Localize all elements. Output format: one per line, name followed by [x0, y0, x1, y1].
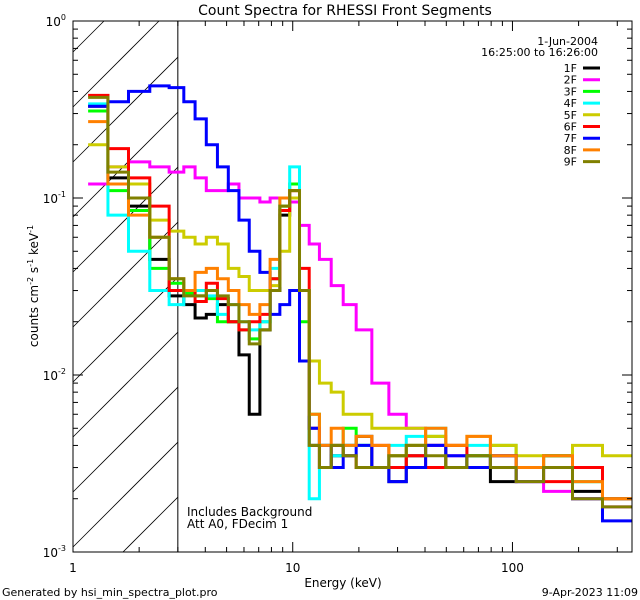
series-4F [88, 102, 632, 501]
x-tick-label: 100 [501, 561, 524, 575]
x-tick-label: 1 [69, 561, 77, 575]
y-tick-label: 10-1 [43, 190, 66, 206]
y-tick-label: 10-3 [43, 544, 66, 560]
footer-timestamp: 9-Apr-2023 11:09 [542, 586, 638, 599]
y-tick-label: 100 [46, 13, 66, 29]
legend-time-range: 16:25:00 to 16:26:00 [481, 46, 598, 59]
legend-label: 8F [564, 144, 577, 157]
y-axis-label-part: -1 [26, 225, 35, 233]
legend-label: 2F [564, 74, 577, 87]
hatch-line [72, 111, 179, 218]
axis-ticks [72, 21, 632, 553]
annotation-attenuator: Att A0, FDecim 1 [187, 517, 288, 531]
y-axis-label-part: -1 [26, 259, 35, 267]
hatch-line [72, 20, 160, 108]
x-tick-label: 10 [285, 561, 300, 575]
hatch-line [72, 441, 179, 548]
hatch-line [72, 166, 179, 273]
plot-frame [72, 20, 633, 553]
series-7F [88, 84, 632, 523]
series-9F [88, 95, 632, 509]
legend-label: 5F [564, 109, 577, 122]
series-8F [88, 120, 632, 501]
hatch-line [72, 276, 179, 383]
legend-label: 4F [564, 97, 577, 110]
y-axis-label-part: -2 [26, 277, 35, 285]
hatch-line [72, 20, 105, 53]
y-axis-label: counts cm-2 s-1 keV-1 [26, 225, 41, 347]
legend-date: 1-Jun-2004 [537, 35, 598, 48]
x-axis-label: Energy (keV) [304, 576, 381, 590]
hatch-line [72, 386, 179, 493]
chart-title: Count Spectra for RHESSI Front Segments [198, 3, 492, 19]
y-tick-label: 10-2 [43, 367, 66, 383]
y-axis-label-part: s [27, 267, 41, 277]
legend-label: 1F [564, 62, 577, 75]
hatch-line [72, 331, 179, 438]
legend-label: 3F [564, 85, 577, 98]
series-5F [88, 143, 632, 470]
hatch-line [122, 496, 179, 553]
legend-label: 7F [564, 132, 577, 145]
hatched-region [72, 20, 179, 553]
legend-label: 6F [564, 121, 577, 134]
legend-label: 9F [564, 156, 577, 169]
annotation-background: Includes Background [187, 505, 312, 519]
y-axis-label-part: counts cm [27, 285, 41, 347]
hatch-line [72, 221, 179, 328]
footer-generated-by: Generated by hsi_min_spectra_plot.pro [2, 586, 218, 599]
y-axis-label-part: keV [27, 232, 41, 259]
